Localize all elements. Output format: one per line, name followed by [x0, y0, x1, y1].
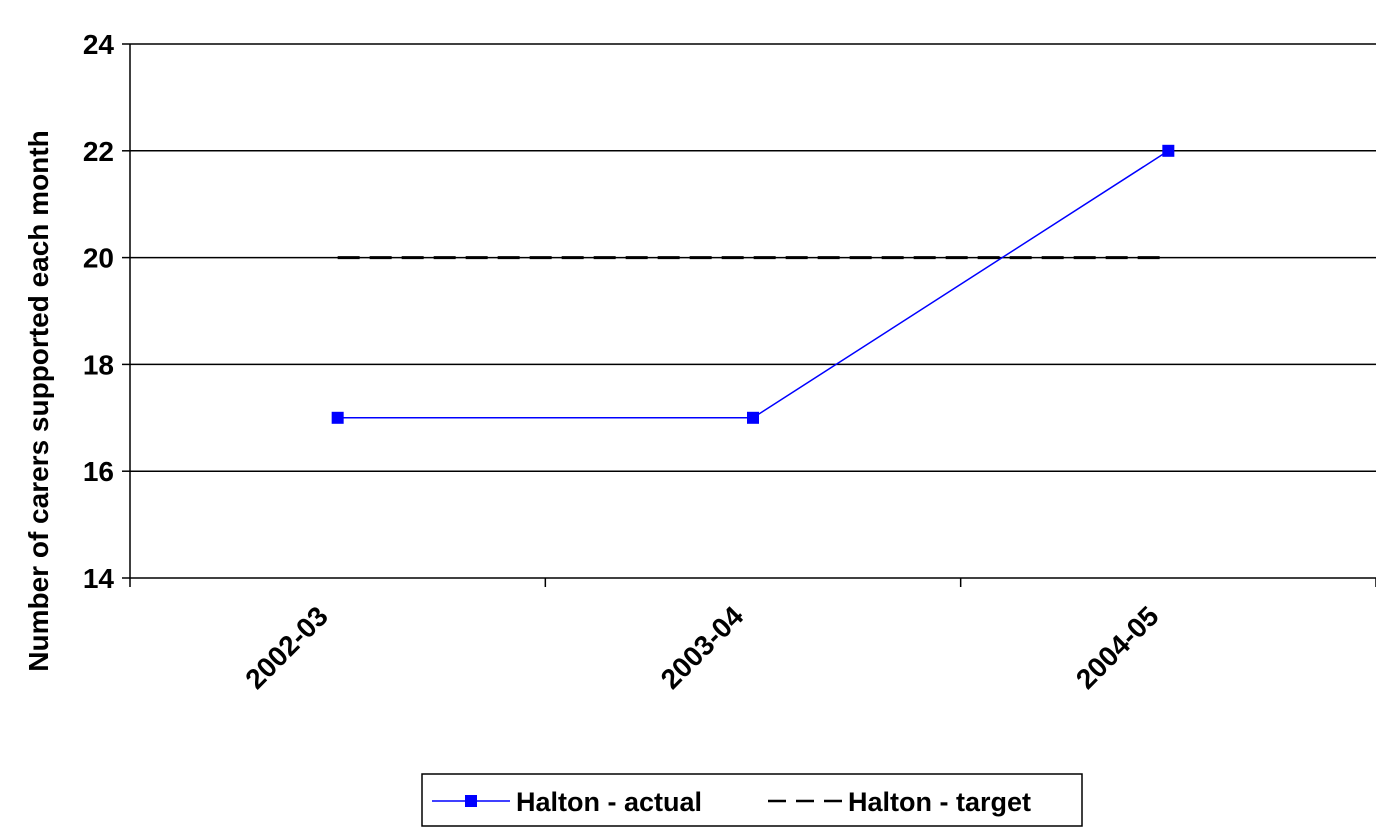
y-axis-label: Number of carers supported each month: [23, 130, 54, 671]
data-point-0-2: [1162, 144, 1175, 157]
y-tick-label-22: 22: [83, 136, 114, 167]
x-tick-labels: 2002-03 2003-04 2004-05: [239, 600, 1164, 695]
data-point-0-0: [331, 411, 344, 424]
series-layer: [331, 144, 1175, 424]
y-tick-labels: 14 16 18 20 22 24: [83, 29, 115, 594]
x-tick-label-2004-05: 2004-05: [1070, 600, 1165, 695]
axes: [122, 43, 1376, 587]
y-tick-label-18: 18: [83, 349, 114, 380]
x-tick-label-2002-03: 2002-03: [239, 600, 334, 695]
y-tick-label-20: 20: [83, 243, 114, 274]
data-point-0-1: [747, 411, 759, 424]
legend-label-target: Halton - target: [848, 787, 1031, 817]
y-tick-label-16: 16: [83, 456, 114, 487]
legend-label-actual: Halton - actual: [516, 787, 702, 817]
gridlines: [130, 43, 1376, 472]
legend-marker-actual: [465, 795, 477, 807]
x-tick-label-2003-04: 2003-04: [655, 600, 750, 695]
y-tick-label-24: 24: [83, 29, 115, 60]
legend: Halton - actual Halton - target: [421, 773, 1083, 827]
y-tick-label-14: 14: [83, 563, 115, 594]
legend-box: [421, 773, 1083, 827]
series-line-0: [337, 150, 1169, 419]
